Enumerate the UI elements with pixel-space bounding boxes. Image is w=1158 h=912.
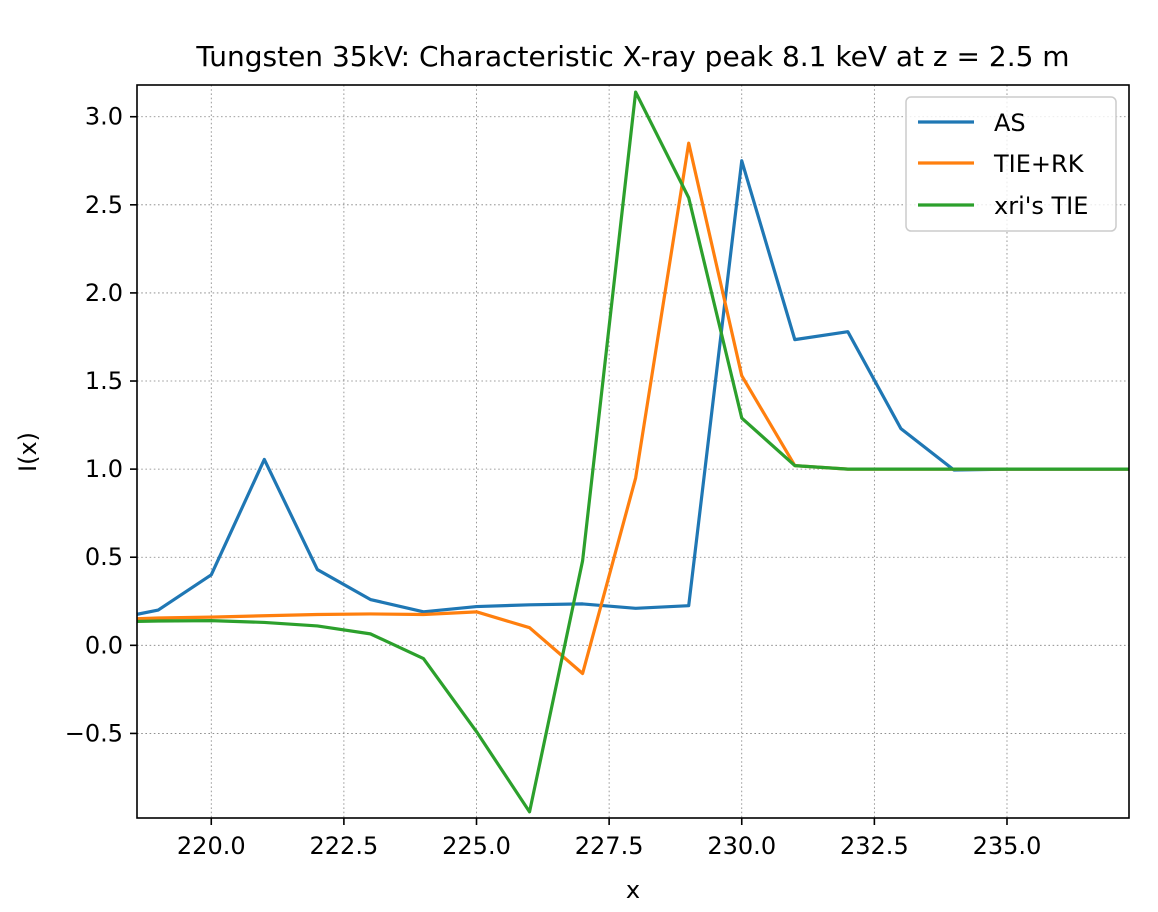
chart-title: Tungsten 35kV: Characteristic X-ray peak… [195,40,1069,73]
plot-lines [137,90,1129,814]
axes-frame [136,84,1130,819]
axis-ticks: 220.0 222.5 225.0 227.5 230.0 232.5 235.0 −0.5 0… [65,103,1042,860]
x-tick-label: 220.0 [177,832,246,860]
x-tick-label: 227.5 [575,832,644,860]
y-tick-label: 3.0 [85,103,123,131]
legend-box [905,96,1117,232]
y-tick-label: 2.0 [85,279,123,307]
y-tick-label: 2.5 [85,191,123,219]
y-tick-label: 1.0 [85,455,123,483]
y-tick-label: −0.5 [65,719,123,747]
x-tick-label: 232.5 [840,832,909,860]
x-tick-label: 235.0 [973,832,1042,860]
y-tick-label: 1.5 [85,367,123,395]
legend-label-tie-rk: TIE+RK [993,150,1085,178]
y-tick-label: 0.5 [85,543,123,571]
legend: AS TIE+RK xri's TIE [905,96,1117,232]
x-tick-label: 222.5 [310,832,379,860]
y-tick-label: 0.0 [85,631,123,659]
y-axis-label: I(x) [14,432,42,472]
x-tick-label: 225.0 [442,832,511,860]
x-axis-label: x [626,876,640,904]
legend-label-xri-tie: xri's TIE [994,192,1088,220]
series-line-xri-s-tie [137,90,1129,814]
x-tick-label: 230.0 [707,832,776,860]
legend-label-as: AS [994,109,1026,137]
